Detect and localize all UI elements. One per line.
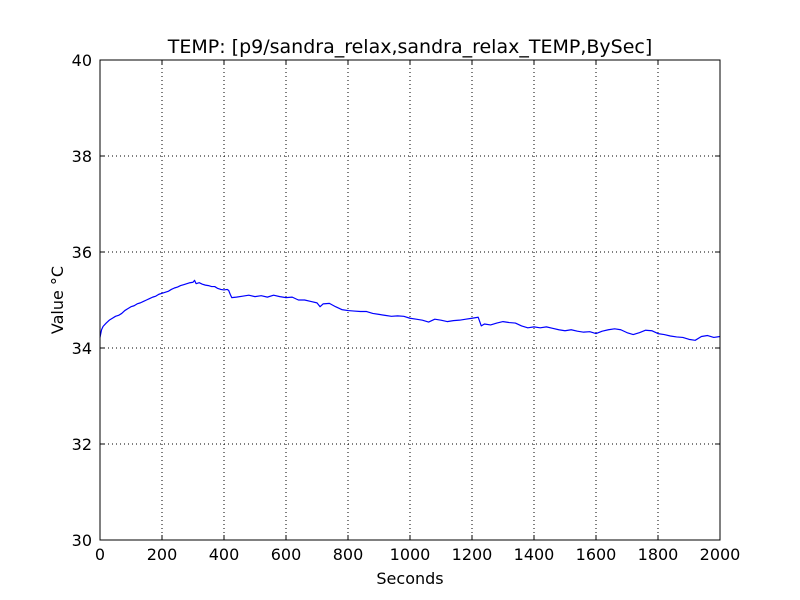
y-tick-label: 40 (72, 51, 92, 70)
x-tick-label: 1600 (576, 545, 617, 564)
y-tick-label: 30 (72, 531, 92, 550)
y-axis-label: Value °C (48, 266, 67, 334)
chart-title: TEMP: [p9/sandra_relax,sandra_relax_TEMP… (167, 36, 653, 58)
x-axis-label: Seconds (376, 569, 443, 588)
x-tick-label: 0 (95, 545, 105, 564)
y-tick-label: 32 (72, 435, 92, 454)
series-layer (99, 279, 721, 341)
x-tick-label: 2000 (700, 545, 741, 564)
x-tick-label: 400 (209, 545, 240, 564)
y-tick-label: 34 (72, 339, 92, 358)
x-tick-label: 1400 (514, 545, 555, 564)
x-tick-label: 800 (333, 545, 364, 564)
y-tick-label: 36 (72, 243, 92, 262)
x-tick-label: 1200 (452, 545, 493, 564)
series-line-0 (99, 279, 721, 341)
ticks: 0 200 400 600 800 1000 1200 1400 1600 1800 2000 30 3… (72, 51, 741, 564)
x-tick-label: 600 (271, 545, 302, 564)
y-tick-label: 38 (72, 147, 92, 166)
x-tick-label: 1800 (638, 545, 679, 564)
x-tick-label: 200 (147, 545, 178, 564)
x-tick-label: 1000 (390, 545, 431, 564)
